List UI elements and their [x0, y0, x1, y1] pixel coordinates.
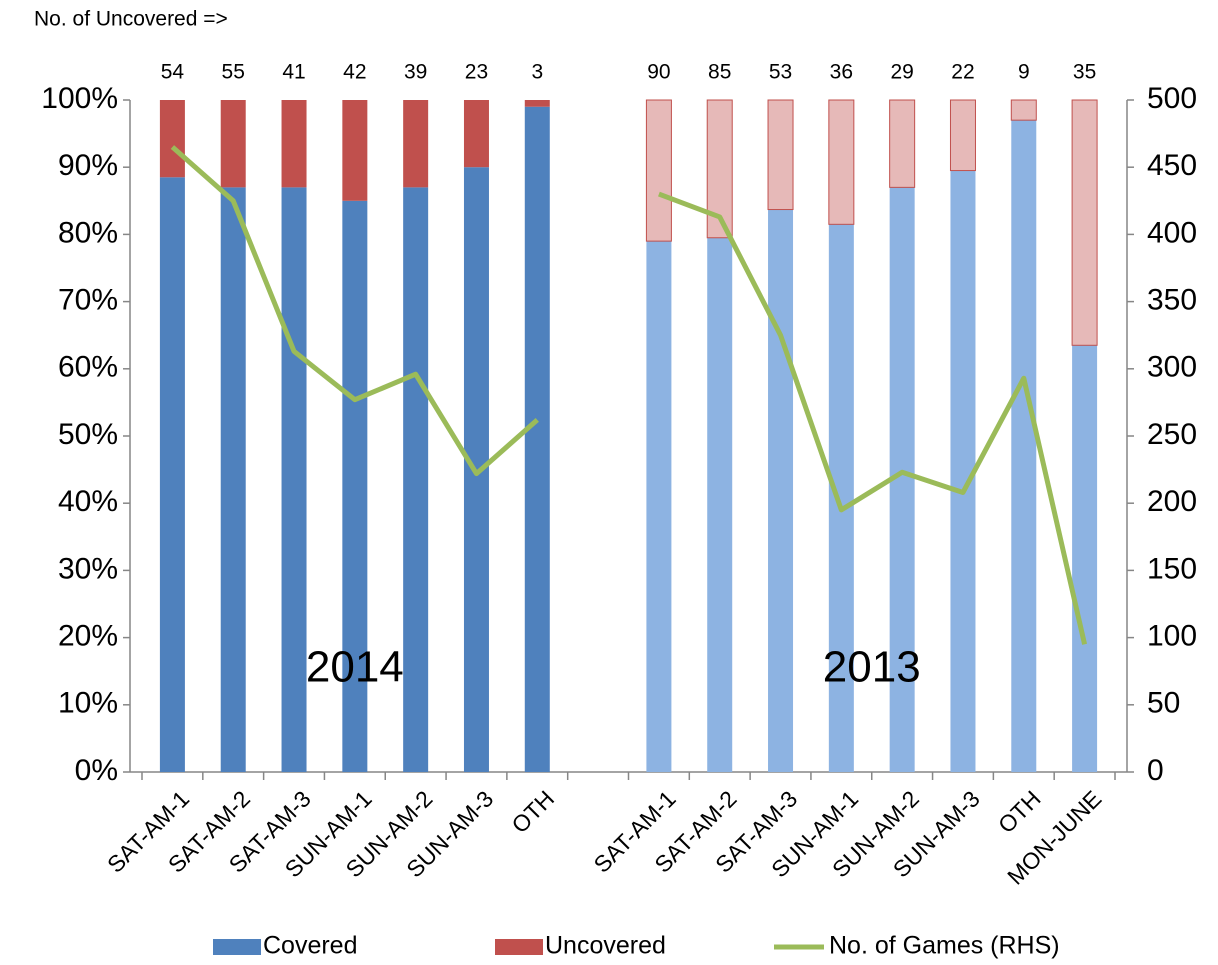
bar-segment — [1072, 345, 1098, 772]
annotation: No. of Uncovered => — [34, 8, 228, 31]
y2-tick-label: 350 — [1147, 284, 1197, 317]
y2-tick-label: 450 — [1147, 149, 1197, 182]
y-tick-label: 50% — [58, 418, 118, 451]
y-tick-label: 80% — [58, 216, 118, 249]
top-label: 29 — [890, 61, 913, 84]
y2-tick-label: 400 — [1147, 216, 1197, 249]
y2-tick-label: 100 — [1147, 620, 1197, 653]
bar-segment — [524, 100, 550, 107]
bar-segment — [828, 99, 855, 225]
bar-segment — [828, 224, 854, 772]
top-label: 39 — [404, 61, 427, 84]
bar-segment — [281, 100, 307, 188]
bar-segment — [159, 177, 185, 772]
y-tick-label: 10% — [58, 687, 118, 720]
bar-segment — [1010, 99, 1037, 121]
top-label: 55 — [222, 61, 245, 84]
bar-segment — [646, 241, 672, 772]
y2-tick-label: 500 — [1147, 82, 1197, 115]
bar-segment — [1011, 120, 1037, 772]
top-label: 3 — [531, 61, 543, 84]
y2-tick-label: 150 — [1147, 552, 1197, 585]
y2-tick-label: 50 — [1147, 687, 1180, 720]
y2-tick-label: 200 — [1147, 485, 1197, 518]
legend-label: No. of Games (RHS) — [829, 932, 1060, 960]
y-tick-label: 30% — [58, 552, 118, 585]
top-label: 41 — [282, 61, 305, 84]
y2-tick-label: 0 — [1147, 754, 1164, 787]
bar-segment — [645, 99, 672, 242]
bar-segment — [524, 106, 550, 773]
bar-segment — [767, 99, 794, 211]
top-label: 36 — [830, 61, 853, 84]
bar-segment — [463, 100, 489, 168]
line — [170, 145, 1088, 645]
top-label: 42 — [343, 61, 366, 84]
bar-segment — [949, 99, 976, 172]
bar-segment — [950, 170, 976, 772]
bar-segment — [1071, 99, 1098, 346]
top-label: 23 — [465, 61, 488, 84]
y-tick-label: 20% — [58, 620, 118, 653]
y2-tick-label: 300 — [1147, 351, 1197, 384]
top-label: 22 — [951, 61, 974, 84]
bar-segment — [707, 237, 733, 772]
y-tick-label: 90% — [58, 149, 118, 182]
y-tick-label: 40% — [58, 485, 118, 518]
y-tick-label: 70% — [58, 284, 118, 317]
y2-tick-label: 250 — [1147, 418, 1197, 451]
bar-segment — [342, 200, 368, 773]
y-tick-label: 100% — [41, 82, 118, 115]
top-label: 9 — [1018, 61, 1030, 84]
bar-segment — [220, 187, 246, 773]
bar-segment — [281, 187, 307, 773]
top-label: 53 — [769, 61, 792, 84]
top-label: 90 — [647, 61, 670, 84]
bar-segment — [342, 100, 368, 201]
y-tick-label: 0% — [75, 754, 118, 787]
legend-label: Uncovered — [545, 932, 666, 960]
bar-segment — [403, 100, 429, 188]
top-label: 35 — [1073, 61, 1096, 84]
bar-segment — [889, 99, 916, 188]
legend-swatch — [213, 939, 261, 955]
group-label: 2014 — [306, 643, 404, 692]
top-label: 85 — [708, 61, 731, 84]
bar-segment — [403, 187, 429, 773]
y-tick-label: 60% — [58, 351, 118, 384]
legend-swatch — [495, 939, 543, 955]
bar-segment — [220, 100, 246, 188]
x-tick-label: OTH — [993, 785, 1046, 838]
legend-label: Covered — [263, 932, 358, 960]
bar-segment — [768, 209, 794, 772]
top-label: 54 — [161, 61, 185, 84]
bar-segment — [159, 100, 185, 178]
group-label: 2013 — [823, 643, 921, 692]
x-tick-label: OTH — [506, 785, 559, 838]
